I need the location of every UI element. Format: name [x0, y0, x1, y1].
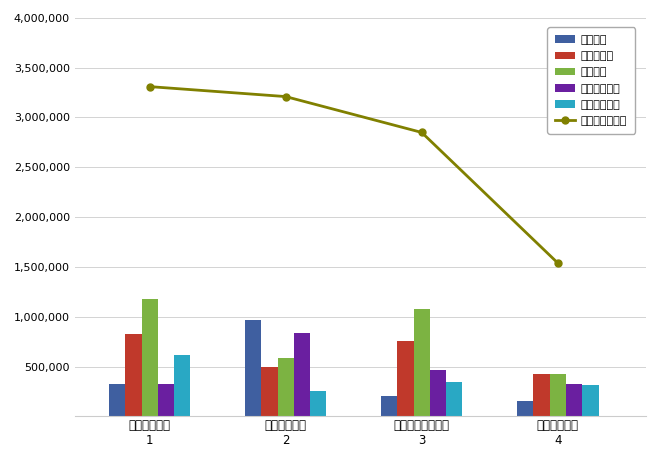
- Bar: [446, 383, 463, 416]
- Bar: [125, 334, 141, 416]
- Bar: [517, 402, 533, 416]
- Bar: [414, 309, 430, 416]
- Bar: [310, 391, 327, 416]
- 브랜드평판지수: [554, 260, 562, 266]
- Bar: [277, 358, 294, 416]
- Bar: [566, 384, 582, 416]
- 브랜드평판지수: [282, 94, 290, 100]
- Line: 브랜드평판지수: 브랜드평판지수: [147, 83, 561, 266]
- Bar: [261, 366, 277, 416]
- Bar: [397, 341, 414, 416]
- Bar: [141, 299, 158, 416]
- Bar: [158, 384, 174, 416]
- Legend: 참여지수, 미디어지수, 소통지수, 커뮤니티지수, 사회공헌지수, 브랜드평판지수: 참여지수, 미디어지수, 소통지수, 커뮤니티지수, 사회공헌지수, 브랜드평판…: [547, 27, 635, 134]
- Bar: [550, 373, 566, 416]
- Bar: [430, 370, 446, 416]
- Bar: [245, 320, 261, 416]
- Bar: [381, 396, 397, 416]
- Bar: [294, 333, 310, 416]
- Bar: [582, 385, 599, 416]
- Bar: [109, 384, 125, 416]
- Bar: [533, 374, 550, 416]
- 브랜드평판지수: [418, 130, 426, 135]
- 브랜드평판지수: [146, 84, 154, 89]
- Bar: [174, 355, 191, 416]
